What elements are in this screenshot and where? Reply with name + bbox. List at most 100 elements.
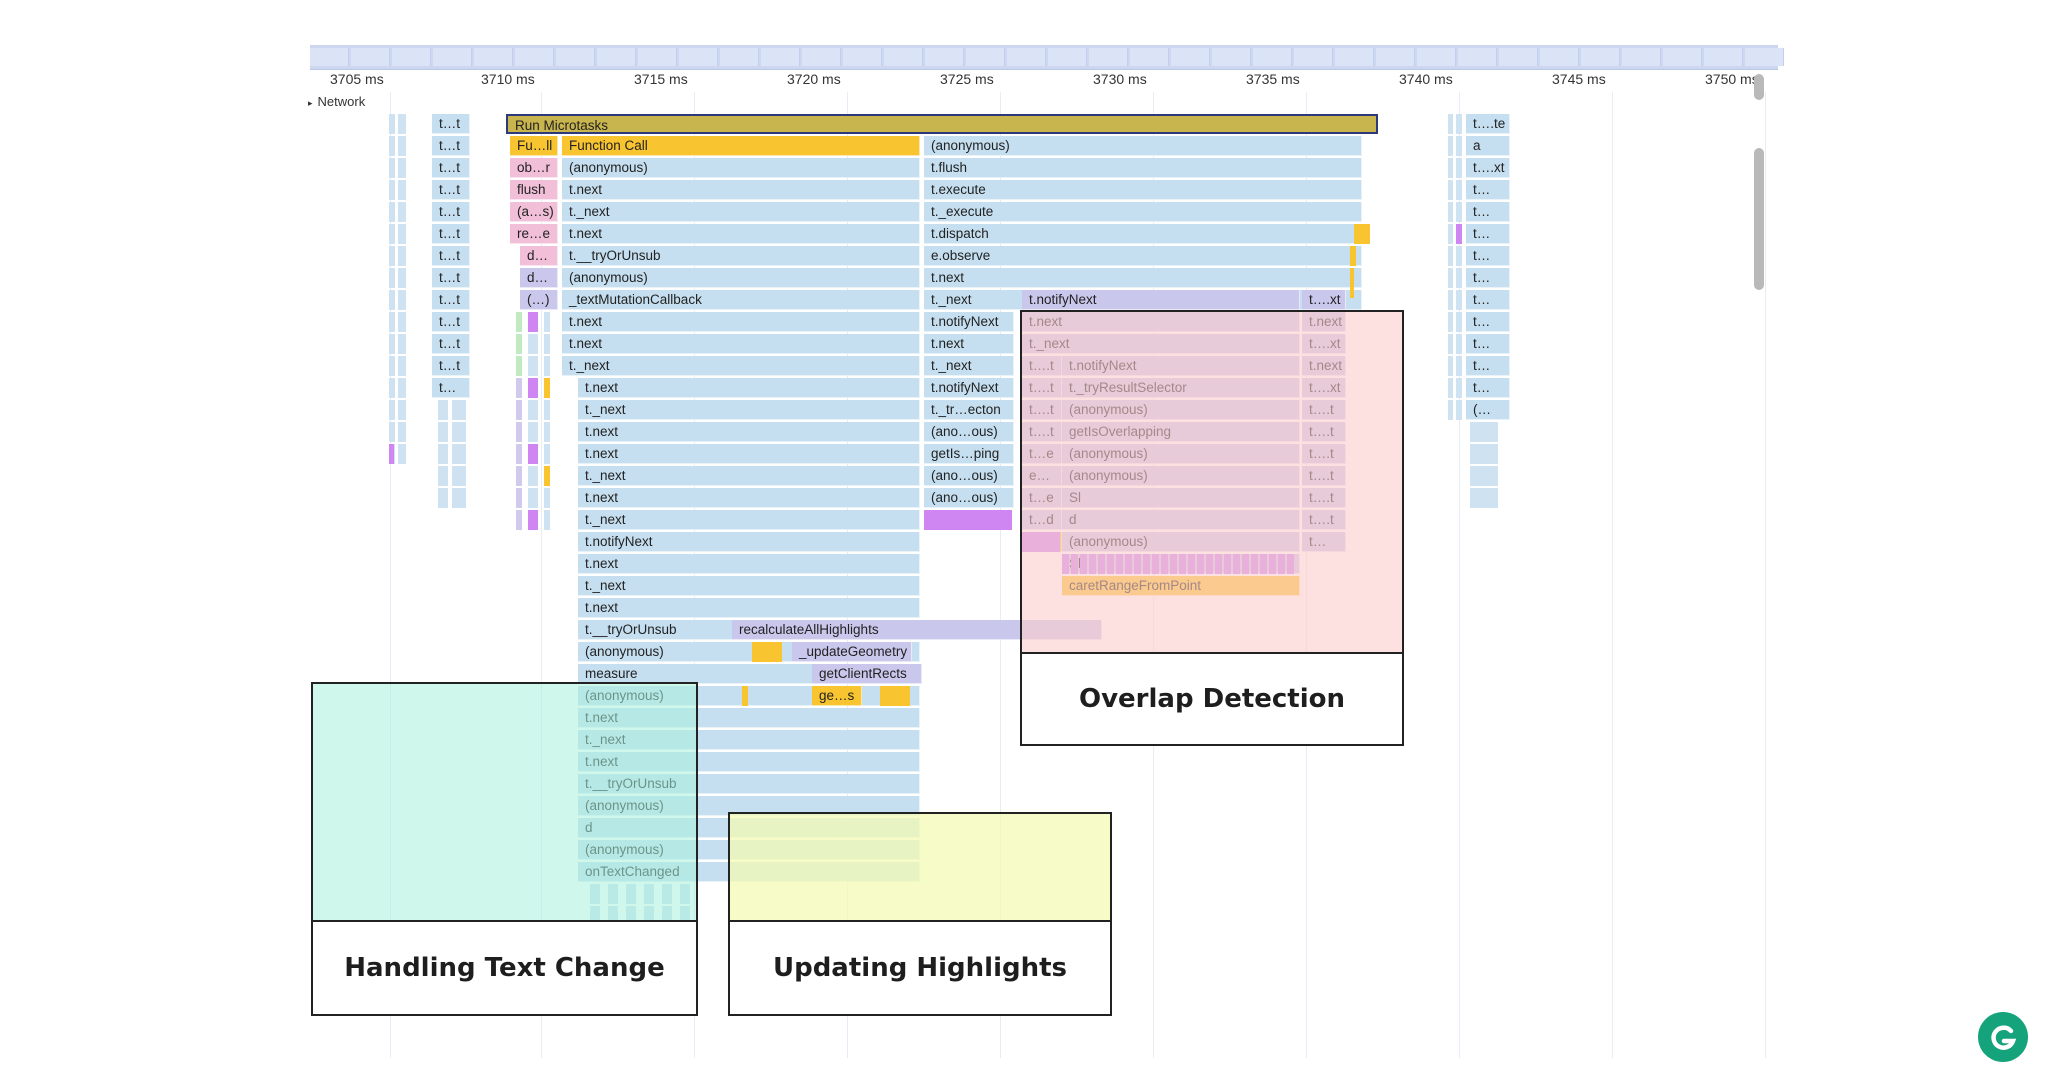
flame-sliver[interactable] <box>544 378 550 398</box>
flame-sliver[interactable] <box>398 158 406 178</box>
overview-segment[interactable] <box>1007 48 1046 66</box>
overview-segment[interactable] <box>1581 48 1620 66</box>
call-frame[interactable]: t.notifyNext <box>578 532 920 552</box>
flame-sliver[interactable] <box>1448 136 1453 156</box>
left-call-frame[interactable]: t…t <box>432 356 470 376</box>
left-call-frame[interactable]: t…t <box>432 158 470 178</box>
flame-sliver[interactable] <box>1448 202 1453 222</box>
overview-segment[interactable] <box>679 48 718 66</box>
flame-sliver[interactable] <box>438 466 448 486</box>
call-frame[interactable]: e.observe <box>924 246 1362 266</box>
call-frame[interactable]: t.flush <box>924 158 1362 178</box>
flame-sliver[interactable] <box>516 466 522 486</box>
left-call-frame[interactable]: t…t <box>432 202 470 222</box>
flame-sliver[interactable] <box>742 686 748 706</box>
flame-sliver[interactable] <box>1456 356 1462 376</box>
right-call-frame[interactable]: a <box>1466 136 1510 156</box>
microtask-frame[interactable]: ob…r <box>510 158 558 178</box>
overview-segment[interactable] <box>761 48 800 66</box>
left-call-frame[interactable]: t…t <box>432 312 470 332</box>
right-call-frame[interactable]: t… <box>1466 268 1510 288</box>
flame-sliver[interactable] <box>398 268 406 288</box>
flame-sliver[interactable] <box>516 422 522 442</box>
call-frame[interactable]: t.next <box>578 598 920 618</box>
microtask-frame[interactable]: d… <box>520 268 558 288</box>
call-frame[interactable]: t._next <box>578 466 920 486</box>
call-frame[interactable]: t.next <box>924 268 1362 288</box>
overview-segment[interactable] <box>1540 48 1579 66</box>
flame-sliver[interactable] <box>544 510 550 530</box>
overview-segment[interactable] <box>1253 48 1292 66</box>
flame-sliver[interactable] <box>1448 290 1453 310</box>
flame-sliver[interactable] <box>528 488 538 508</box>
overview-segment[interactable] <box>925 48 964 66</box>
flame-sliver[interactable] <box>516 488 522 508</box>
call-frame[interactable]: t._next <box>578 510 920 530</box>
flame-sliver[interactable] <box>452 400 466 420</box>
overview-segment[interactable] <box>1089 48 1128 66</box>
flame-sliver[interactable] <box>389 422 395 442</box>
flame-sliver[interactable] <box>389 400 395 420</box>
flame-sliver[interactable] <box>398 400 406 420</box>
overview-segment[interactable] <box>1294 48 1333 66</box>
left-call-frame[interactable]: t…t <box>432 290 470 310</box>
call-frame[interactable]: (ano…ous) <box>924 488 1014 508</box>
left-call-frame[interactable]: t…t <box>432 180 470 200</box>
call-frame[interactable]: (ano…ous) <box>924 466 1014 486</box>
flame-sliver[interactable] <box>452 466 466 486</box>
call-frame[interactable]: (ano…ous) <box>924 422 1014 442</box>
right-call-frame[interactable]: t… <box>1466 224 1510 244</box>
flame-sliver[interactable] <box>452 444 466 464</box>
overview-segment[interactable] <box>433 48 472 66</box>
flame-sliver[interactable] <box>1456 290 1462 310</box>
left-call-frame[interactable]: t…t <box>432 268 470 288</box>
flame-sliver[interactable] <box>1470 466 1498 486</box>
overview-segment[interactable] <box>392 48 431 66</box>
overview-segment[interactable] <box>1376 48 1415 66</box>
flame-sliver[interactable] <box>1470 488 1498 508</box>
flame-sliver[interactable] <box>528 422 538 442</box>
flame-sliver[interactable] <box>528 378 538 398</box>
flame-sliver[interactable] <box>1456 224 1462 244</box>
call-frame[interactable]: (anonymous) <box>562 158 920 178</box>
overview-segment[interactable] <box>1458 48 1497 66</box>
right-call-frame[interactable]: t… <box>1466 356 1510 376</box>
flame-sliver[interactable] <box>1350 246 1356 266</box>
flame-sliver[interactable] <box>389 290 395 310</box>
flame-sliver[interactable] <box>528 312 538 332</box>
microtask-frame[interactable]: Fu…ll <box>510 136 558 156</box>
flame-sliver[interactable] <box>389 136 395 156</box>
highlights-frame[interactable]: _updateGeometry <box>792 642 912 662</box>
flame-sliver[interactable] <box>389 444 394 464</box>
flame-sliver[interactable] <box>544 466 550 486</box>
right-call-frame[interactable]: t… <box>1466 290 1510 310</box>
flame-sliver[interactable] <box>398 356 406 376</box>
flame-sliver[interactable] <box>452 488 466 508</box>
flame-sliver[interactable] <box>1448 378 1453 398</box>
flame-sliver[interactable] <box>452 422 466 442</box>
overview-segment[interactable] <box>1745 48 1784 66</box>
flame-sliver[interactable] <box>398 334 406 354</box>
overview-segment[interactable] <box>1130 48 1169 66</box>
flame-sliver[interactable] <box>544 422 550 442</box>
left-call-frame[interactable]: t…t <box>432 334 470 354</box>
overview-segment[interactable] <box>884 48 923 66</box>
flame-sliver[interactable] <box>924 510 1012 530</box>
left-call-frame[interactable]: t…t <box>432 136 470 156</box>
call-frame[interactable]: t._next <box>924 356 1014 376</box>
flame-sliver[interactable] <box>389 246 395 266</box>
flame-sliver[interactable] <box>389 356 395 376</box>
right-call-frame[interactable]: t… <box>1466 334 1510 354</box>
flame-sliver[interactable] <box>398 136 406 156</box>
flame-sliver[interactable] <box>398 246 406 266</box>
right-call-frame[interactable]: t… <box>1466 202 1510 222</box>
right-call-frame[interactable]: t… <box>1466 378 1510 398</box>
flame-sliver[interactable] <box>398 180 406 200</box>
flame-sliver[interactable] <box>1448 114 1453 134</box>
expand-triangle-icon[interactable]: ▸ <box>308 98 313 108</box>
flame-sliver[interactable] <box>1456 136 1462 156</box>
call-frame[interactable]: t._tr…ecton <box>924 400 1014 420</box>
call-frame[interactable]: _textMutationCallback <box>562 290 920 310</box>
right-call-frame[interactable]: t… <box>1466 246 1510 266</box>
flame-sliver[interactable] <box>398 378 406 398</box>
